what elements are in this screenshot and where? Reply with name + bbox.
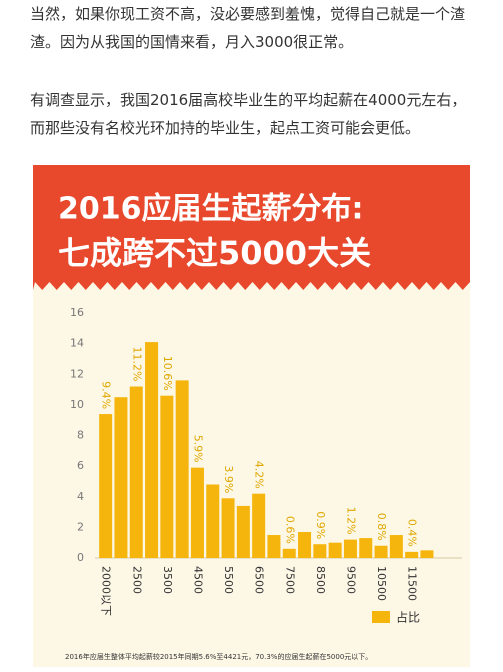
bar (359, 538, 373, 558)
bar (328, 542, 342, 558)
bar (282, 548, 296, 558)
y-tick-label: 0 (77, 551, 84, 564)
y-tick-label: 2 (77, 520, 84, 533)
paragraph: 当然，如果你现工资不高，没必要感到羞愧，觉得自己就是一个渣 渣。因为从我国的国情… (30, 0, 465, 56)
bar (99, 414, 113, 558)
x-tick-label: 9500 (344, 566, 357, 594)
y-tick-label: 12 (70, 367, 84, 380)
bar (190, 467, 204, 558)
data-label: 11.2% (130, 347, 143, 382)
bar (129, 386, 143, 558)
data-label: 3.9% (222, 465, 235, 493)
chart-subtitle: 七成跨不过5000大关 (58, 234, 371, 272)
data-label: 0.4% (406, 519, 419, 547)
x-tick-label: 3500 (161, 566, 174, 594)
bar (420, 550, 434, 558)
x-tick-label: 6500 (253, 566, 266, 594)
text-line: 渣。因为从我国的国情来看，月入3000很正常。 (30, 33, 354, 51)
bar (145, 342, 159, 558)
x-tick-label: 5500 (222, 566, 235, 594)
bar (236, 505, 250, 558)
data-label: 0.9% (314, 511, 327, 539)
bar (343, 539, 357, 558)
banner (33, 165, 470, 290)
y-tick-label: 16 (70, 306, 84, 319)
text-line: 而那些没有名校光环加持的毕业生，起点工资可能会更低。 (30, 119, 421, 137)
bar (252, 493, 266, 558)
bar (175, 380, 189, 558)
x-tick-label: 2500 (130, 566, 143, 594)
data-label: 0.8% (375, 513, 388, 541)
x-tick-label: 7500 (283, 566, 296, 594)
x-tick-label: 8500 (314, 566, 327, 594)
y-tick-label: 4 (77, 490, 84, 503)
data-label: 5.9% (191, 435, 204, 463)
bar (114, 397, 128, 558)
data-label: 1.2% (344, 507, 357, 535)
y-tick-label: 10 (70, 398, 84, 411)
x-tick-label: 4500 (191, 566, 204, 594)
bar (267, 535, 281, 558)
text-line: 当然，如果你现工资不高，没必要感到羞愧，觉得自己就是一个渣 (30, 5, 466, 23)
data-label: 9.4% (100, 381, 113, 409)
bar (206, 484, 220, 558)
bar (160, 395, 174, 558)
legend-label: 占比 (396, 610, 420, 625)
legend-swatch (372, 611, 390, 623)
y-tick-label: 8 (77, 429, 84, 442)
x-tick-label: 11500 (406, 566, 419, 601)
bar (374, 545, 388, 558)
y-tick-label: 6 (77, 459, 84, 472)
bar (313, 544, 327, 558)
bar (389, 535, 403, 558)
bar (221, 498, 235, 558)
y-tick-label: 14 (70, 337, 84, 350)
bar (298, 531, 312, 558)
chart-title: 2016应届生起薪分布: (58, 192, 364, 227)
x-tick-label: 10500 (375, 566, 388, 601)
x-tick-label: 2000以下 (100, 566, 113, 616)
footnote: 2016年应届生整体平均起薪较2015年同期5.6%至4421元，70.3%的应… (65, 652, 372, 661)
data-label: 0.6% (283, 516, 296, 544)
data-label: 10.6% (161, 356, 174, 391)
paragraph: 有调查显示，我国2016届高校毕业生的平均起薪在4000元左右， 而那些没有名校… (30, 86, 466, 142)
data-label: 4.2% (253, 461, 266, 489)
text-line: 有调查显示，我国2016届高校毕业生的平均起薪在4000元左右， (30, 91, 467, 109)
bar (405, 551, 419, 558)
